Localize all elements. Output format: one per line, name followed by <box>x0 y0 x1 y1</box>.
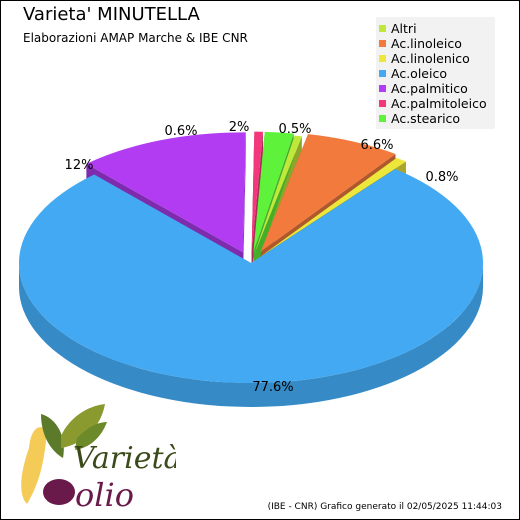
footer-note: (IBE - CNR) Grafico generato il 02/05/20… <box>267 502 502 512</box>
varieta-olio-logo: Varietà olio <box>21 404 176 514</box>
pie-slice-ac-palmitico <box>86 132 246 253</box>
legend-label: Ac.linoleico <box>391 36 462 51</box>
slice-label: 77.6% <box>252 380 293 395</box>
legend-swatch <box>379 70 386 77</box>
chart-title: Varieta' MINUTELLA <box>23 4 200 25</box>
pie-tops <box>19 131 484 383</box>
legend-label: Ac.linolenico <box>391 51 470 66</box>
slice-label: 6.6% <box>360 138 393 153</box>
pie-slice-ac-stearico <box>253 131 294 252</box>
slice-label: 0.5% <box>278 122 311 137</box>
legend-label: Ac.stearico <box>391 111 461 126</box>
legend-label: Ac.palmitoleico <box>391 96 487 111</box>
slice-label: 0.6% <box>164 124 197 139</box>
slice-label: 2% <box>229 120 250 135</box>
pie-slice-side <box>19 263 483 407</box>
legend-swatch <box>379 115 386 122</box>
legend-swatch <box>379 100 386 107</box>
chart-subtitle: Elaborazioni AMAP Marche & IBE CNR <box>23 31 248 45</box>
legend-label: Altri <box>391 21 417 36</box>
pie-slice-ac-linolenico <box>261 157 406 256</box>
slice-label: 12% <box>65 158 94 173</box>
legend-swatch <box>379 40 386 47</box>
pie-slice-ac-oleico <box>19 168 484 383</box>
logo-line1: Varietà <box>73 441 176 476</box>
pie-slice-altri <box>254 135 302 254</box>
legend-swatch <box>379 25 386 32</box>
pie-slice-ac-palmitoleico <box>251 131 264 252</box>
legend-swatch <box>379 55 386 62</box>
legend-swatch <box>379 85 386 92</box>
pie-slice-cut <box>243 132 246 277</box>
logo-line2: olio <box>75 476 134 514</box>
slice-label: 0.8% <box>425 170 458 185</box>
legend: Altri Ac.linoleico Ac.linolenico Ac.oleico A… <box>376 17 495 129</box>
legend-label: Ac.oleico <box>391 66 447 81</box>
pie-slice-cut <box>251 131 264 276</box>
pie-slice-ac-linoleico <box>260 134 396 252</box>
legend-label: Ac.palmitico <box>391 81 468 96</box>
